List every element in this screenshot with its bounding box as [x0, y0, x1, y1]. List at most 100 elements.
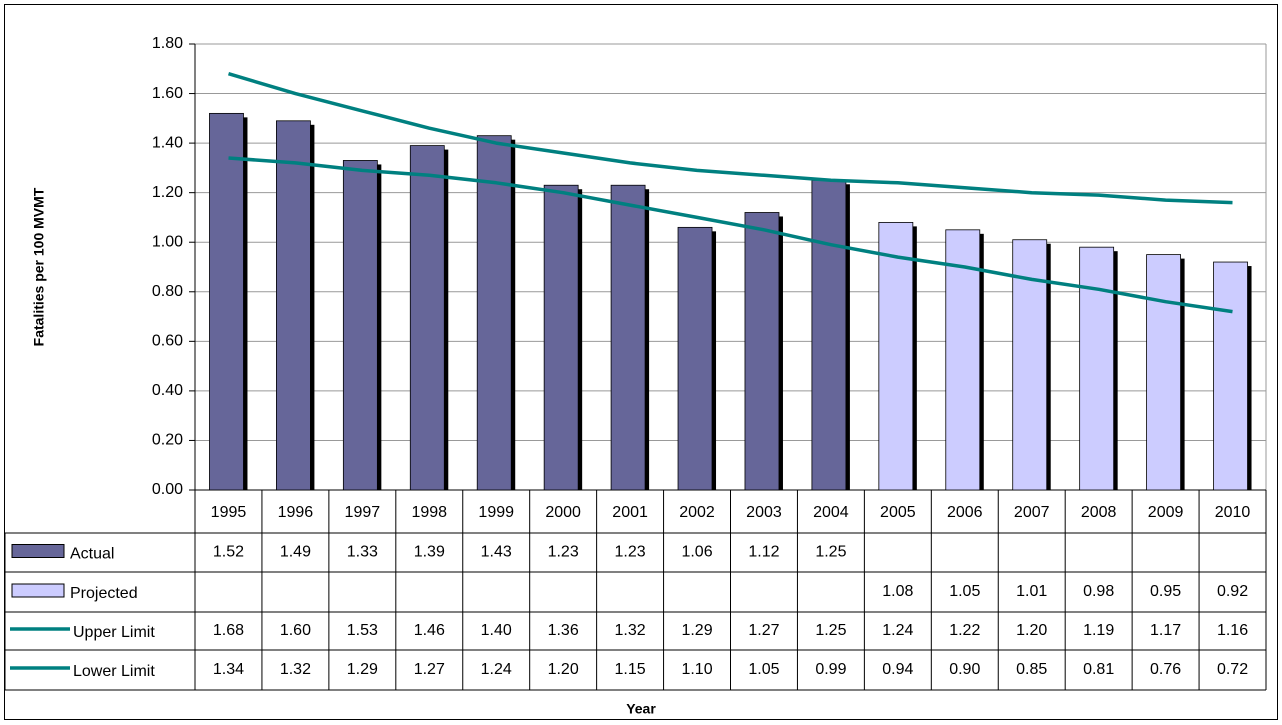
x-tick-label: 2007 — [1014, 504, 1050, 521]
x-tick-label: 2010 — [1215, 504, 1251, 521]
x-tick-label: 2000 — [545, 504, 581, 521]
table-value: 0.81 — [1083, 661, 1114, 678]
table-value: 1.16 — [1217, 622, 1248, 639]
x-tick-label: 2001 — [612, 504, 648, 521]
table-value: 1.32 — [615, 622, 646, 639]
line — [228, 156, 1233, 314]
table-value: 1.52 — [213, 544, 244, 561]
y-axis-title: Fatalities per 100 MVMT — [31, 187, 47, 346]
table-value: 1.40 — [481, 622, 512, 639]
y-tick-label: 0.20 — [152, 432, 183, 449]
table-value: 1.05 — [949, 583, 980, 600]
x-tick-label: 2006 — [947, 504, 983, 521]
x-tick-label: 2004 — [813, 504, 849, 521]
table-value: 1.08 — [882, 583, 913, 600]
table-value: 1.29 — [681, 622, 712, 639]
table-value: 1.53 — [347, 622, 378, 639]
y-tick-label: 1.20 — [152, 184, 183, 201]
bar — [945, 229, 981, 491]
table-value: 1.24 — [481, 661, 512, 678]
bar — [476, 135, 512, 491]
bar — [209, 112, 244, 491]
table-value: 1.27 — [748, 622, 779, 639]
table-value: 1.19 — [1083, 622, 1114, 639]
x-tick-label: 2009 — [1148, 504, 1184, 521]
table-value: 1.20 — [1016, 622, 1047, 639]
x-tick-label: 2008 — [1081, 504, 1117, 521]
legend-key — [11, 544, 65, 558]
bar — [409, 145, 445, 491]
y-tick-label: 1.60 — [152, 85, 183, 102]
y-tick-label: 1.80 — [152, 35, 183, 52]
y-tick-label: 1.40 — [152, 134, 183, 151]
table-value: 0.85 — [1016, 661, 1047, 678]
table-value: 1.24 — [882, 622, 913, 639]
x-tick-label: 1995 — [211, 504, 247, 521]
table-value: 1.12 — [748, 544, 779, 561]
bar — [811, 179, 847, 491]
table-value: 1.15 — [615, 661, 646, 678]
table-value: 0.92 — [1217, 583, 1248, 600]
bar — [1079, 246, 1115, 491]
table-value: 1.29 — [347, 661, 378, 678]
table-value: 0.90 — [949, 661, 980, 678]
table-value: 0.98 — [1083, 583, 1114, 600]
table-value: 0.72 — [1217, 661, 1248, 678]
table-value: 1.25 — [815, 622, 846, 639]
table-value: 1.49 — [280, 544, 311, 561]
legend-label: Upper Limit — [73, 624, 155, 641]
table-value: 1.20 — [548, 661, 579, 678]
table-value: 1.33 — [347, 544, 378, 561]
line — [228, 72, 1233, 205]
table-value: 1.68 — [213, 622, 244, 639]
x-tick-label: 2003 — [746, 504, 782, 521]
table-value: 1.36 — [548, 622, 579, 639]
y-tick-label: 0.80 — [152, 283, 183, 300]
y-tick-label: 0.60 — [152, 333, 183, 350]
legend-label: Projected — [70, 585, 138, 602]
table-value: 1.46 — [414, 622, 445, 639]
table-value: 1.23 — [615, 544, 646, 561]
bar — [610, 184, 646, 491]
legend-key — [11, 583, 65, 598]
legend-label: Lower Limit — [73, 663, 155, 680]
bar — [342, 160, 378, 491]
x-tick-label: 1998 — [411, 504, 447, 521]
table-value: 1.01 — [1016, 583, 1047, 600]
bar — [744, 212, 780, 491]
x-tick-label: 2005 — [880, 504, 916, 521]
x-tick-label: 1996 — [278, 504, 314, 521]
bar — [543, 184, 579, 491]
table-value: 1.43 — [481, 544, 512, 561]
table-value: 1.17 — [1150, 622, 1181, 639]
table-value: 0.99 — [815, 661, 846, 678]
table-value: 1.05 — [748, 661, 779, 678]
table-value: 1.60 — [280, 622, 311, 639]
x-tick-label: 1997 — [345, 504, 381, 521]
bar — [276, 120, 311, 491]
table-value: 1.32 — [280, 661, 311, 678]
table-value: 1.23 — [548, 544, 579, 561]
table-value: 0.95 — [1150, 583, 1181, 600]
y-tick-label: 0.00 — [152, 481, 183, 498]
table-value: 1.10 — [681, 661, 712, 678]
x-axis-title: Year — [626, 701, 656, 717]
bar — [878, 221, 914, 491]
table-value: 0.76 — [1150, 661, 1181, 678]
y-tick-label: 1.00 — [152, 233, 183, 250]
y-tick-label: 0.40 — [152, 382, 183, 399]
table-value: 1.39 — [414, 544, 445, 561]
bar — [1213, 261, 1248, 491]
x-tick-label: 1999 — [478, 504, 514, 521]
table-value: 1.22 — [949, 622, 980, 639]
table-value: 1.06 — [681, 544, 712, 561]
table-value: 1.34 — [213, 661, 244, 678]
table-value: 1.27 — [414, 661, 445, 678]
table-value: 1.25 — [815, 544, 846, 561]
table-value: 0.94 — [882, 661, 913, 678]
legend-label: Actual — [70, 546, 114, 563]
x-tick-label: 2002 — [679, 504, 715, 521]
bar — [1146, 254, 1181, 491]
bar — [677, 226, 713, 491]
